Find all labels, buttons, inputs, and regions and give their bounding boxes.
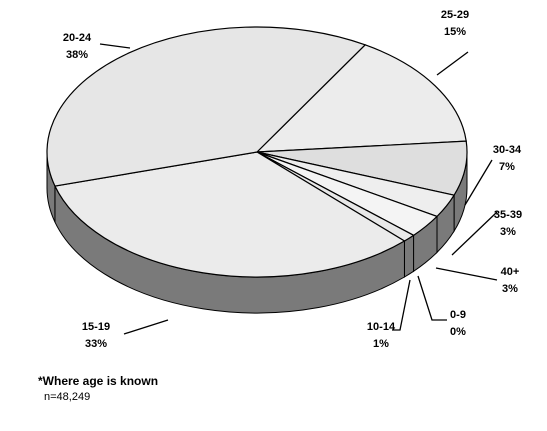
leader-line: [436, 51, 469, 76]
slice-label: 30-34: [493, 144, 522, 156]
slice-side: [403, 234, 415, 278]
chart: 25-29 15% 30-34 7% 35-39 3% 40+ 3% 0-9 0% 10-14 1% 1…: [46, 9, 522, 350]
leader-line: [392, 279, 411, 331]
slice-value: 3%: [502, 283, 518, 295]
slice-label: 0-9: [450, 309, 466, 321]
slice-value: 33%: [85, 338, 107, 350]
leader-line: [417, 275, 447, 321]
leader-line: [99, 43, 131, 49]
leader-line: [451, 211, 498, 256]
slice-label: 20-24: [63, 32, 92, 44]
slice-label: 35-39: [494, 209, 522, 221]
footnote-title: *Where age is known: [38, 374, 159, 388]
slice-label: 15-19: [82, 321, 110, 333]
slice-value: 3%: [500, 226, 516, 238]
slice-label: 25-29: [441, 9, 469, 21]
leader-line: [435, 267, 498, 281]
slice: [255, 44, 467, 153]
slice: [46, 26, 367, 187]
slice-label: 10-14: [367, 321, 396, 333]
leader-line: [464, 159, 493, 206]
slice-value: 1%: [373, 338, 389, 350]
slice-value: 7%: [499, 161, 515, 173]
slice-value: 0%: [450, 326, 466, 338]
footnote-sample: n=48,249: [44, 391, 91, 403]
leader-line: [123, 319, 169, 335]
slice: [54, 151, 406, 278]
slice-value: 15%: [444, 26, 466, 38]
slice-label: 40+: [501, 266, 520, 278]
slice-value: 38%: [66, 49, 88, 61]
